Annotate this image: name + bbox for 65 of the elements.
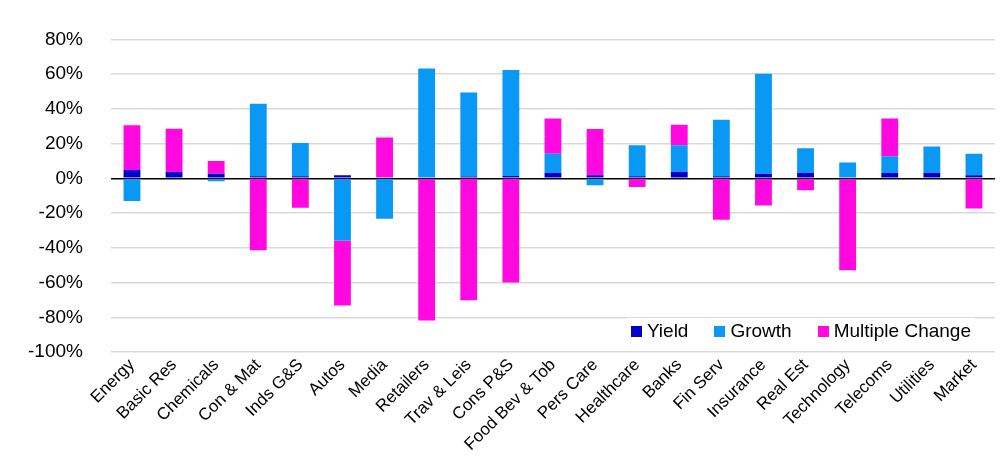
legend-label: Yield <box>646 320 689 343</box>
bar <box>586 175 604 178</box>
bar <box>249 179 267 251</box>
bar <box>207 173 225 178</box>
bar <box>755 173 772 178</box>
bar <box>460 92 478 177</box>
bar <box>207 179 225 182</box>
bar <box>881 172 899 178</box>
y-tick-label: -20% <box>38 201 84 223</box>
bar <box>797 172 814 178</box>
bar <box>502 179 520 283</box>
bar <box>123 125 141 171</box>
bar <box>755 179 772 206</box>
bar <box>544 172 562 178</box>
y-tick-label: 80% <box>44 27 84 49</box>
y-tick-label: -80% <box>38 305 84 327</box>
bar <box>797 179 814 191</box>
bar <box>123 179 141 202</box>
bar <box>291 179 309 208</box>
bar <box>712 119 730 177</box>
bar <box>334 179 351 241</box>
bar <box>249 103 267 177</box>
bar <box>376 137 393 178</box>
bar <box>797 148 814 173</box>
bar <box>123 170 141 178</box>
bar <box>418 68 436 178</box>
bar <box>628 145 646 177</box>
bar <box>965 175 983 178</box>
bar <box>207 160 225 174</box>
bar <box>881 118 899 157</box>
bar <box>376 179 393 219</box>
bar <box>965 179 983 209</box>
bar <box>334 175 351 178</box>
bar <box>165 172 183 178</box>
y-tick-label: 20% <box>44 131 84 153</box>
bar <box>334 240 351 306</box>
bar <box>544 118 562 154</box>
bar <box>165 128 183 173</box>
y-tick-label: 0% <box>55 166 84 188</box>
bar <box>460 179 478 301</box>
bar <box>670 124 688 146</box>
bar <box>881 156 899 173</box>
bar <box>586 179 604 186</box>
bar <box>755 73 772 174</box>
bar <box>839 162 857 178</box>
bar <box>586 129 604 176</box>
y-tick-label: 40% <box>44 97 84 119</box>
legend-label: Multiple Change <box>833 320 971 343</box>
bar <box>670 171 688 178</box>
bar <box>502 69 520 176</box>
y-tick-label: -60% <box>38 270 84 292</box>
bar <box>965 153 983 176</box>
legend-label: Growth <box>730 320 792 343</box>
bar <box>628 179 646 188</box>
bar <box>544 153 562 173</box>
y-tick-label: 60% <box>44 62 84 84</box>
bar <box>839 179 857 271</box>
bar <box>712 179 730 220</box>
y-tick-label: -100% <box>28 340 84 362</box>
y-tick-label: -40% <box>38 236 84 258</box>
bar <box>291 143 309 177</box>
bar <box>670 145 688 172</box>
bar <box>418 179 436 321</box>
bar <box>923 146 941 173</box>
bar <box>923 172 941 178</box>
